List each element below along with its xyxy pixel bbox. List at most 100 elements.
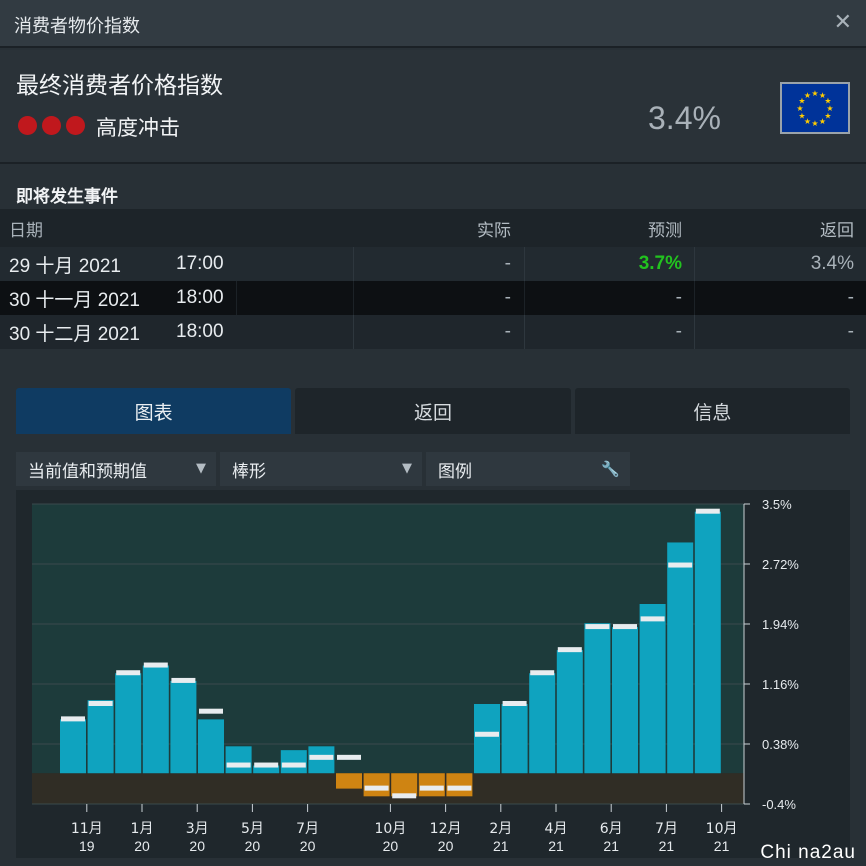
- x-tick-label: 7月: [655, 821, 678, 837]
- row-actual: -: [504, 287, 511, 308]
- marker-expected: [613, 624, 637, 630]
- row-actual: -: [504, 253, 511, 274]
- flag-star-icon: ★: [811, 89, 818, 98]
- x-tick-label: 7月: [296, 821, 319, 837]
- impact-dots: [18, 116, 85, 135]
- row-time: 17:00: [176, 253, 224, 274]
- impact-label: 高度冲击: [96, 116, 180, 140]
- bar-current: [418, 773, 445, 797]
- x-tick-year-label: 19: [79, 838, 95, 854]
- row-date: 30 十一月 2021: [9, 289, 140, 311]
- marker-expected: [502, 701, 527, 706]
- row-previous: 3.4%: [810, 253, 854, 274]
- x-tick-year-label: 21: [714, 838, 730, 854]
- bar-current: [612, 627, 638, 774]
- marker-expected: [171, 677, 196, 683]
- eu-flag-icon: ★ ★ ★ ★ ★ ★ ★ ★ ★ ★ ★ ★: [780, 82, 850, 134]
- mode-dropdown[interactable]: 当前值和预期值 ▼: [16, 452, 216, 486]
- x-tick-label: 2月: [489, 821, 512, 837]
- marker-expected: [530, 670, 555, 676]
- x-tick-year-label: 21: [548, 838, 564, 854]
- flag-star-icon: ★: [819, 91, 826, 100]
- x-tick-year-label: 21: [603, 838, 619, 854]
- close-icon[interactable]: ✕: [833, 10, 852, 35]
- x-tick-label: 10月: [706, 821, 738, 837]
- flag-star-icon: ★: [798, 97, 805, 106]
- x-tick-year-label: 20: [134, 838, 150, 854]
- flag-star-icon: ★: [826, 104, 833, 113]
- row-time: 18:00: [176, 287, 224, 308]
- window-titlebar: 消费者物价指数 ✕: [0, 0, 866, 48]
- tab-history[interactable]: 返回: [295, 388, 571, 434]
- column-divider: [353, 281, 354, 315]
- marker-expected: [475, 731, 499, 737]
- marker-expected: [392, 793, 417, 799]
- bar-current: [280, 750, 307, 774]
- indicator-value: 3.4%: [648, 100, 721, 136]
- marker-expected: [419, 785, 444, 791]
- marker-expected: [668, 562, 693, 568]
- bar-current: [474, 704, 500, 774]
- header-previous[interactable]: 返回: [820, 220, 854, 241]
- marker-expected: [557, 647, 582, 653]
- header-date[interactable]: 日期: [9, 220, 43, 241]
- x-tick-label: 11月: [71, 821, 103, 837]
- impact-dot-icon: [66, 116, 85, 135]
- header-actual[interactable]: 实际: [477, 220, 511, 241]
- x-tick-label: 10月: [374, 821, 406, 837]
- impact-dot-icon: [18, 116, 37, 135]
- chart-type-label: 棒形: [232, 461, 266, 482]
- x-tick-label: 5月: [241, 821, 264, 837]
- flag-star-icon: ★: [819, 117, 826, 126]
- window-title: 消费者物价指数: [14, 16, 140, 37]
- row-previous: -: [847, 287, 854, 308]
- bar-current: [694, 511, 721, 774]
- legend-button[interactable]: 图例 🔧: [426, 452, 630, 486]
- indicator-name: 最终消费者价格指数: [16, 73, 223, 99]
- marker-expected: [337, 754, 361, 760]
- events-title: 即将发生事件: [16, 187, 118, 207]
- bar-current: [336, 773, 362, 789]
- flag-star-icon: ★: [798, 112, 805, 121]
- header-forecast[interactable]: 预测: [648, 220, 682, 241]
- row-date: 29 十月 2021: [9, 255, 121, 277]
- marker-expected: [254, 762, 279, 768]
- marker-expected: [143, 662, 168, 668]
- column-divider: [694, 247, 695, 281]
- x-tick-label: 1月: [131, 821, 154, 837]
- bar-current: [391, 773, 418, 797]
- flag-star-icon: ★: [811, 119, 818, 128]
- x-tick-year-label: 21: [659, 838, 675, 854]
- table-row[interactable]: 30 十一月 2021 18:00 - - -: [0, 281, 866, 315]
- wrench-icon: 🔧: [601, 460, 620, 478]
- flag-star-icon: ★: [796, 104, 803, 113]
- tab-info[interactable]: 信息: [574, 388, 850, 434]
- row-previous: -: [847, 321, 854, 342]
- bar-current: [225, 746, 252, 774]
- row-actual: -: [504, 321, 511, 342]
- flag-star-icon: ★: [804, 117, 811, 126]
- y-tick-label: 3.5%: [762, 497, 792, 512]
- marker-expected: [116, 670, 141, 676]
- mode-label: 当前值和预期值: [28, 461, 147, 482]
- column-divider: [236, 281, 237, 315]
- table-row[interactable]: 30 十二月 2021 18:00 - - -: [0, 315, 866, 349]
- chart-type-dropdown[interactable]: 棒形 ▼: [220, 452, 422, 486]
- bar-current: [87, 700, 114, 774]
- bar-current: [556, 650, 583, 774]
- chart-svg: 3.5%2.72%1.94%1.16%0.38%-0.4%11月191月203月…: [16, 490, 850, 858]
- marker-expected: [585, 624, 610, 630]
- y-tick-label: 1.16%: [762, 677, 799, 692]
- bar-current: [142, 665, 169, 774]
- marker-expected: [640, 616, 665, 622]
- tab-chart[interactable]: 图表: [16, 388, 292, 434]
- impact-dot-icon: [42, 116, 61, 135]
- marker-expected: [226, 762, 251, 768]
- table-row[interactable]: 29 十月 2021 17:00 - 3.7% 3.4%: [0, 247, 866, 281]
- marker-expected: [88, 701, 113, 706]
- marker-expected: [695, 508, 720, 514]
- bar-current: [253, 765, 280, 774]
- column-divider: [524, 281, 525, 315]
- indicator-summary: 最终消费者价格指数 高度冲击 3.4% ★ ★ ★ ★ ★ ★ ★ ★ ★ ★ ★ ★: [0, 50, 866, 164]
- cpi-chart: 3.5% 2.72% 1.94% 1.16% 0.38% -0.4% 11月 19 1月 20 3月…: [16, 490, 850, 858]
